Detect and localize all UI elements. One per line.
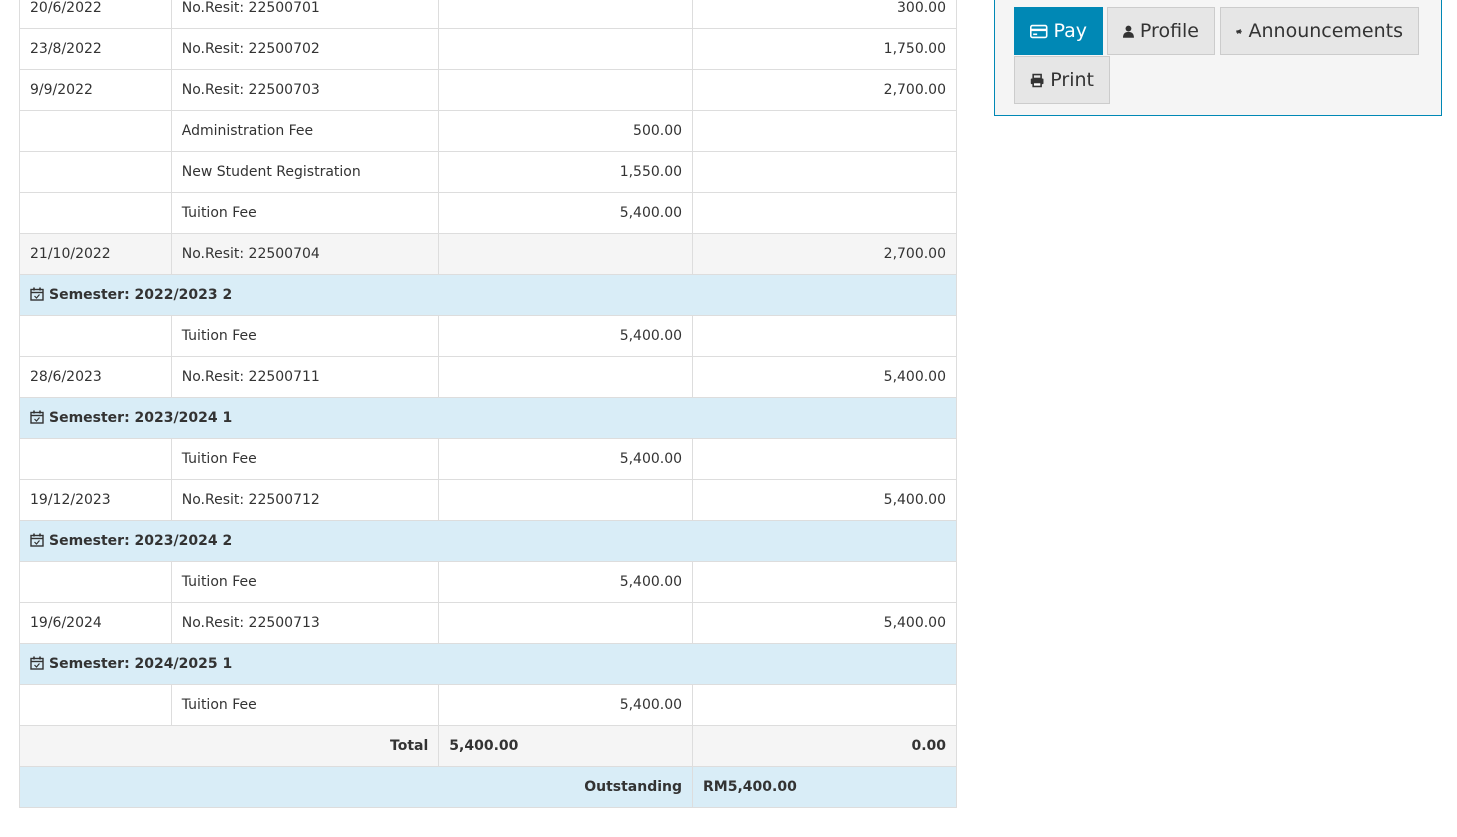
- cell-credit: 5,400.00: [692, 479, 957, 521]
- semester-label: Semester: 2022/2023 2: [49, 287, 233, 303]
- cell-debit: 5,400.00: [438, 438, 694, 480]
- table-row: 19/12/2023 No.Resit: 22500712 5,400.00: [19, 479, 957, 521]
- cell-debit: [438, 69, 694, 111]
- cell-credit: [692, 110, 957, 152]
- calendar-check-icon: [30, 533, 44, 547]
- cell-desc: No.Resit: 22500702: [170, 28, 440, 70]
- bullhorn-icon: [1236, 28, 1242, 34]
- table-row: 28/6/2023 No.Resit: 22500711 5,400.00: [19, 356, 957, 398]
- announcements-button[interactable]: Announcements: [1220, 7, 1419, 55]
- cell-desc: Tuition Fee: [170, 684, 440, 726]
- table-row: 9/9/2022 No.Resit: 22500703 2,700.00: [19, 69, 957, 111]
- cell-debit: 500.00: [438, 110, 694, 152]
- cell-date: 28/6/2023: [19, 356, 172, 398]
- semester-header-row: Semester: 2022/2023 2: [19, 274, 957, 316]
- table-row: New Student Registration 1,550.00: [19, 151, 957, 193]
- calendar-check-icon: [30, 287, 44, 301]
- semester-header-row: Semester: 2023/2024 2: [19, 520, 957, 562]
- cell-date: [19, 438, 172, 480]
- cell-date: 21/10/2022: [19, 233, 172, 275]
- cell-desc: Tuition Fee: [170, 561, 440, 603]
- table-row: Tuition Fee 5,400.00: [19, 315, 957, 357]
- cell-date: 19/6/2024: [19, 602, 172, 644]
- cell-date: [19, 315, 172, 357]
- cell-desc: No.Resit: 22500712: [170, 479, 440, 521]
- cell-credit: [692, 315, 957, 357]
- cell-debit: [438, 602, 694, 644]
- cell-date: [19, 192, 172, 234]
- total-credit: 0.00: [692, 725, 957, 767]
- cell-credit: 1,750.00: [692, 28, 957, 70]
- cell-debit: [438, 479, 694, 521]
- cell-credit: [692, 561, 957, 603]
- semester-label: Semester: 2023/2024 1: [49, 410, 233, 426]
- profile-button[interactable]: Profile: [1107, 7, 1215, 55]
- cell-credit: [692, 684, 957, 726]
- cell-desc: No.Resit: 22500701: [170, 0, 440, 29]
- table-row: 23/8/2022 No.Resit: 22500702 1,750.00: [19, 28, 957, 70]
- cell-desc: Tuition Fee: [170, 438, 440, 480]
- total-debit: 5,400.00: [438, 725, 694, 767]
- cell-desc: Tuition Fee: [170, 192, 440, 234]
- cell-debit: [438, 28, 694, 70]
- cell-desc: No.Resit: 22500704: [170, 233, 440, 275]
- actions-panel: Pay Profile Announcements Print: [994, 0, 1442, 116]
- table-row: 20/6/2022 No.Resit: 22500701 300.00: [19, 0, 957, 29]
- calendar-check-icon: [30, 410, 44, 424]
- cell-credit: [692, 192, 957, 234]
- cell-credit: 5,400.00: [692, 602, 957, 644]
- cell-debit: [438, 356, 694, 398]
- cell-desc: No.Resit: 22500713: [170, 602, 440, 644]
- cell-debit: 1,550.00: [438, 151, 694, 193]
- semester-header-row: Semester: 2023/2024 1: [19, 397, 957, 439]
- cell-date: [19, 151, 172, 193]
- table-row: 19/6/2024 No.Resit: 22500713 5,400.00: [19, 602, 957, 644]
- table-row: Tuition Fee 5,400.00: [19, 192, 957, 234]
- semester-header-row: Semester: 2024/2025 1: [19, 643, 957, 685]
- credit-card-icon: [1030, 24, 1048, 38]
- print-icon: [1030, 73, 1044, 87]
- semester-label: Semester: 2024/2025 1: [49, 656, 233, 672]
- cell-debit: 5,400.00: [438, 684, 694, 726]
- table-row: 21/10/2022 No.Resit: 22500704 2,700.00: [19, 233, 957, 275]
- cell-desc: No.Resit: 22500703: [170, 69, 440, 111]
- cell-desc: No.Resit: 22500711: [170, 356, 440, 398]
- cell-date: 23/8/2022: [19, 28, 172, 70]
- cell-desc: Tuition Fee: [170, 315, 440, 357]
- print-button[interactable]: Print: [1014, 56, 1110, 104]
- cell-date: 20/6/2022: [19, 0, 172, 29]
- cell-date: [19, 684, 172, 726]
- cell-date: [19, 110, 172, 152]
- cell-credit: 5,400.00: [692, 356, 957, 398]
- table-row: Tuition Fee 5,400.00: [19, 684, 957, 726]
- statement-table: 20/6/2022 No.Resit: 22500701 300.00 23/8/20…: [18, 0, 957, 808]
- outstanding-label: Outstanding: [18, 766, 694, 808]
- cell-debit: 5,400.00: [438, 315, 694, 357]
- cell-credit: 300.00: [692, 0, 957, 29]
- cell-debit: 5,400.00: [438, 561, 694, 603]
- table-row: Administration Fee 500.00: [19, 110, 957, 152]
- cell-date: [19, 561, 172, 603]
- calendar-check-icon: [30, 656, 44, 670]
- total-row: Total 5,400.00 0.00: [18, 725, 957, 767]
- table-row: Tuition Fee 5,400.00: [19, 438, 957, 480]
- cell-desc: New Student Registration: [170, 151, 440, 193]
- cell-debit: 5,400.00: [438, 192, 694, 234]
- cell-debit: [438, 233, 694, 275]
- cell-date: 9/9/2022: [19, 69, 172, 111]
- outstanding-amount: RM5,400.00: [692, 766, 957, 808]
- cell-debit: [438, 0, 694, 29]
- cell-credit: [692, 438, 957, 480]
- pay-button[interactable]: Pay: [1014, 7, 1103, 55]
- semester-label: Semester: 2023/2024 2: [49, 533, 233, 549]
- cell-desc: Administration Fee: [170, 110, 440, 152]
- cell-credit: [692, 151, 957, 193]
- cell-date: 19/12/2023: [19, 479, 172, 521]
- user-icon: [1123, 25, 1134, 38]
- cell-credit: 2,700.00: [692, 69, 957, 111]
- table-row: Tuition Fee 5,400.00: [19, 561, 957, 603]
- cell-credit: 2,700.00: [692, 233, 957, 275]
- outstanding-row: Outstanding RM5,400.00: [18, 766, 957, 808]
- total-label: Total: [18, 725, 440, 767]
